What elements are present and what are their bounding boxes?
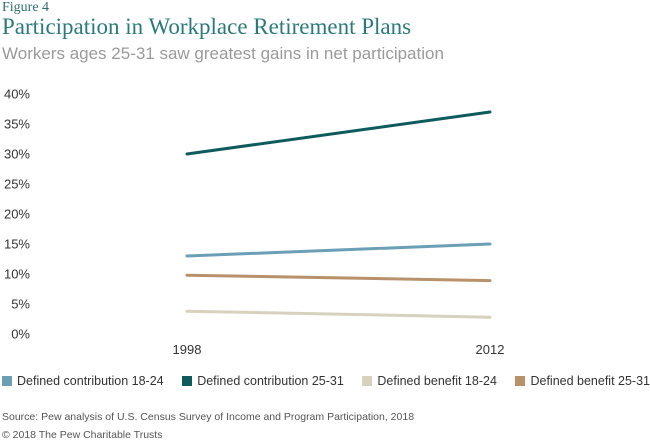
y-tick-label: 5% <box>11 297 30 312</box>
series-line-1 <box>185 242 492 258</box>
figure-label: Figure 4 <box>2 0 50 15</box>
legend-swatch <box>362 376 373 386</box>
series-line-2 <box>185 110 492 156</box>
y-tick-label: 40% <box>4 87 30 102</box>
y-tick-label: 0% <box>11 327 30 342</box>
chart-title: Participation in Workplace Retirement Pl… <box>2 14 412 39</box>
y-tick-label: 15% <box>4 237 30 252</box>
source-note: Source: Pew analysis of U.S. Census Surv… <box>2 411 415 423</box>
y-tick-label: 30% <box>4 147 30 162</box>
legend-label: Defined benefit 18-24 <box>377 374 497 388</box>
chart-subtitle: Workers ages 25-31 saw greatest gains in… <box>2 44 444 63</box>
series-line-4 <box>185 273 492 283</box>
chart-legend: Defined contribution 18-24 Defined contri… <box>2 374 650 388</box>
copyright-note: © 2018 The Pew Charitable Trusts <box>2 429 163 441</box>
y-tick-label: 25% <box>4 177 30 192</box>
legend-swatch <box>182 376 193 386</box>
y-tick-label: 10% <box>4 267 30 282</box>
legend-item-2: Defined contribution 25-31 <box>182 374 344 388</box>
legend-label: Defined contribution 25-31 <box>197 374 344 388</box>
legend-label: Defined benefit 25-31 <box>530 374 650 388</box>
legend-label: Defined contribution 18-24 <box>17 374 164 388</box>
legend-swatch <box>2 376 12 386</box>
x-tick-label: 1998 <box>173 342 202 357</box>
legend-swatch <box>515 376 526 386</box>
legend-item-4: Defined benefit 25-31 <box>515 374 650 388</box>
x-tick-label: 2012 <box>476 342 505 357</box>
y-tick-label: 20% <box>4 207 30 222</box>
line-chart: 0% 5% 10% 15% 20% 25% 30% 35% 40% 1998 2012 <box>4 87 505 358</box>
legend-item-3: Defined benefit 18-24 <box>362 374 497 388</box>
legend-item-1: Defined contribution 18-24 <box>2 374 164 388</box>
y-tick-label: 35% <box>4 117 30 132</box>
series-line-3 <box>185 309 492 319</box>
